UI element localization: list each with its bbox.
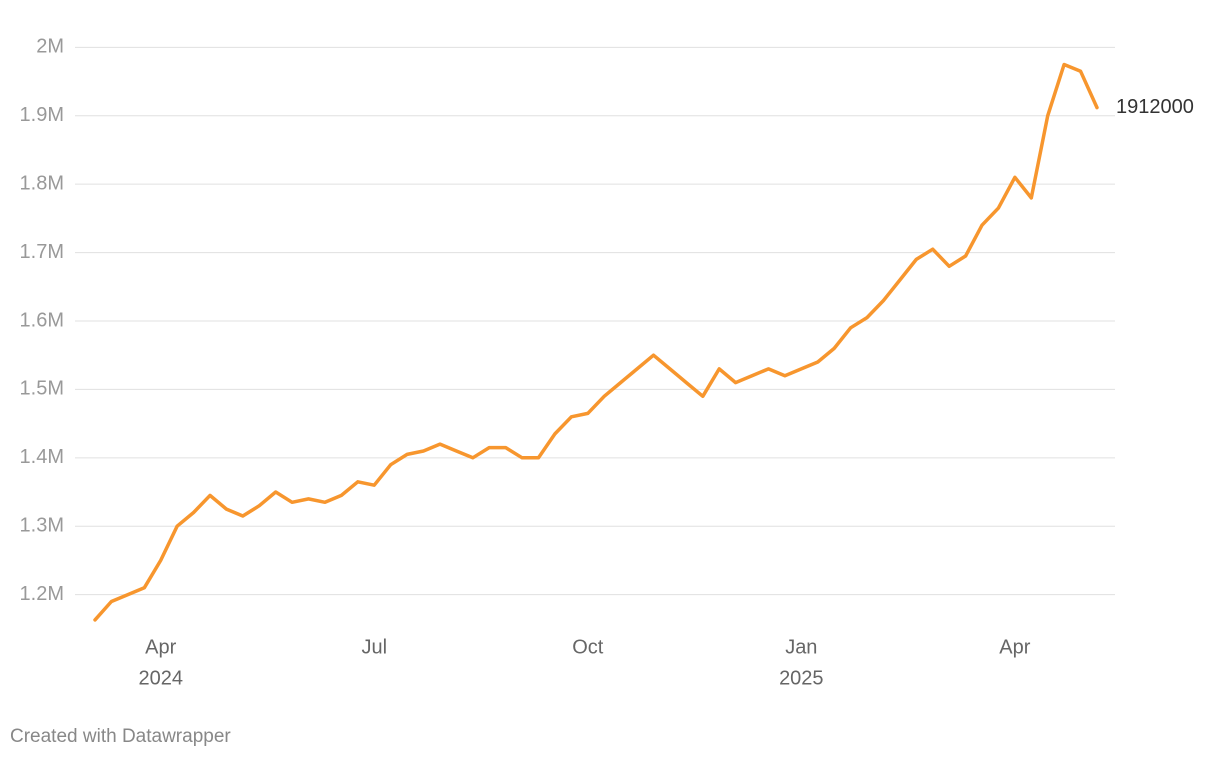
x-tick-year: 2025 <box>779 667 824 689</box>
x-tick-label: Apr <box>999 636 1030 658</box>
y-tick-label: 1.7M <box>20 241 64 263</box>
y-tick-label: 1.2M <box>20 583 64 605</box>
credit: Created with Datawrapper <box>10 726 231 747</box>
x-tick-label: Oct <box>572 636 604 658</box>
y-tick-label: 1.5M <box>20 378 64 400</box>
value-label: 1912000 <box>1116 96 1194 118</box>
x-tick-label: Jan <box>785 636 817 658</box>
y-tick-label: 1.6M <box>20 309 64 331</box>
line <box>93 62 1099 622</box>
y-tick-label: 1.4M <box>20 446 64 468</box>
x-tick-year: 2024 <box>138 667 183 689</box>
x-tick-label: Apr <box>145 636 176 658</box>
y-tick-label: 1.9M <box>20 104 64 126</box>
y-tick-label: 2M <box>36 36 64 58</box>
y-tick-label: 1.3M <box>20 515 64 537</box>
y-tick-label: 1.8M <box>20 172 64 194</box>
x-tick-label: Jul <box>361 636 387 658</box>
